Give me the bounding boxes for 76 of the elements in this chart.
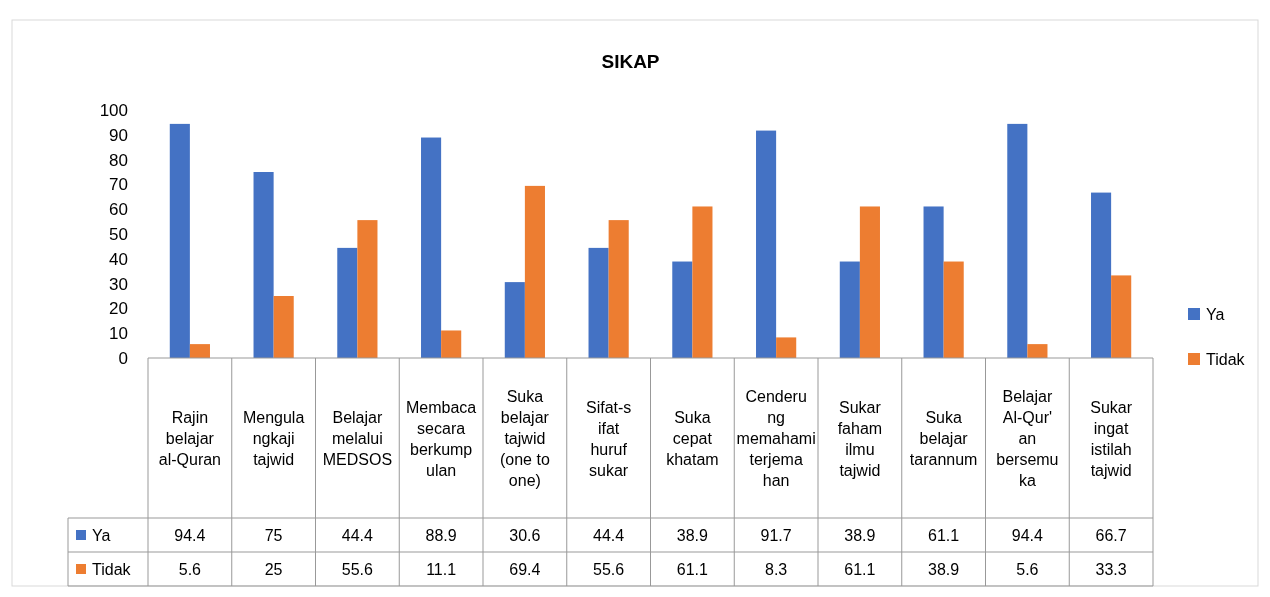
x-tick-label: Belajar Al-Qur'an bersemuka <box>996 388 1059 489</box>
bar <box>776 337 797 358</box>
legend-label: Ya <box>1206 305 1225 323</box>
y-tick-label: 70 <box>109 175 128 195</box>
bar <box>1091 192 1112 358</box>
x-tick-label: Sukar ingat istilah tajwid <box>1090 398 1133 479</box>
bar <box>1111 275 1132 358</box>
data-label: 5.6 <box>1016 560 1039 578</box>
y-tick-label: 50 <box>109 224 128 244</box>
bar <box>1007 123 1028 358</box>
x-tick-label: Membaca secara berkumpulan <box>406 398 477 479</box>
x-tick-label: Suka cepat khatam <box>666 409 719 468</box>
y-tick-label: 80 <box>109 150 128 170</box>
bar <box>1027 344 1048 358</box>
data-label: 55.6 <box>341 560 374 578</box>
x-tick-label: Belajar melalui MEDSOS <box>322 409 393 468</box>
data-label: 38.9 <box>928 560 960 578</box>
y-tick-label: 60 <box>109 200 128 220</box>
legend-label: Tidak <box>1206 350 1246 368</box>
data-label: 11.1 <box>426 560 457 578</box>
bar <box>672 261 693 358</box>
data-label: 69.4 <box>509 560 541 578</box>
data-label: 75 <box>264 526 283 544</box>
x-tick-label: Suka belajar tarannum <box>909 409 978 468</box>
data-label: 94.4 <box>1011 526 1044 544</box>
bar <box>441 330 462 358</box>
bar <box>337 247 358 358</box>
data-label: 61.1 <box>928 526 960 544</box>
text: Ya <box>92 526 111 544</box>
bar <box>357 220 378 358</box>
bar <box>859 206 880 358</box>
x-tick-label: Mengulangkaji tajwid <box>242 409 305 468</box>
bar <box>839 261 860 358</box>
bar <box>588 247 609 358</box>
data-label: 30.6 <box>509 526 541 544</box>
bar <box>273 296 294 358</box>
data-label: 88.9 <box>425 526 457 544</box>
data-label: 38.9 <box>844 526 876 544</box>
chart-title: SIKAP <box>601 51 660 72</box>
y-tick-label: 30 <box>109 274 128 294</box>
data-label: 38.9 <box>676 526 709 544</box>
data-label: 25 <box>264 560 283 578</box>
x-tick-label: Rajin belajar al-Quran <box>158 409 221 468</box>
data-label: 8.3 <box>765 560 788 578</box>
text: Tidak <box>92 560 131 578</box>
data-label: 61.1 <box>844 560 876 578</box>
x-tick-label: Cenderung memahami terjemahan <box>736 388 816 489</box>
data-label: 33.3 <box>1095 560 1127 578</box>
bar <box>504 282 525 358</box>
bar <box>169 123 190 358</box>
x-tick-label: Sukar faham ilmu tajwid <box>837 398 883 479</box>
bar <box>524 185 545 358</box>
bar <box>608 220 629 358</box>
data-label: 55.6 <box>593 560 625 578</box>
x-tick-label: Suka belajar tajwid (one to one) <box>499 388 550 489</box>
bar <box>421 137 442 358</box>
data-label: 66.7 <box>1095 526 1127 544</box>
y-tick-label: 0 <box>118 348 128 368</box>
data-label: 94.4 <box>174 526 206 544</box>
bar <box>692 206 713 358</box>
data-label: 5.6 <box>178 560 202 578</box>
data-label: 61.1 <box>676 560 709 578</box>
bar <box>923 206 944 358</box>
data-label: 91.7 <box>760 526 792 544</box>
y-tick-label: 90 <box>109 125 128 145</box>
y-tick-label: 10 <box>109 324 128 344</box>
y-tick-label: 100 <box>99 100 128 120</box>
x-tick-label: Sifat-sifat huruf sukar <box>585 398 632 479</box>
bar <box>756 130 777 358</box>
bar <box>943 261 964 358</box>
y-tick-label: 40 <box>109 249 128 269</box>
bar <box>253 172 274 358</box>
y-tick-label: 20 <box>109 299 128 319</box>
data-label: 44.4 <box>341 526 374 544</box>
bar <box>189 344 210 358</box>
data-label: 44.4 <box>593 526 625 544</box>
